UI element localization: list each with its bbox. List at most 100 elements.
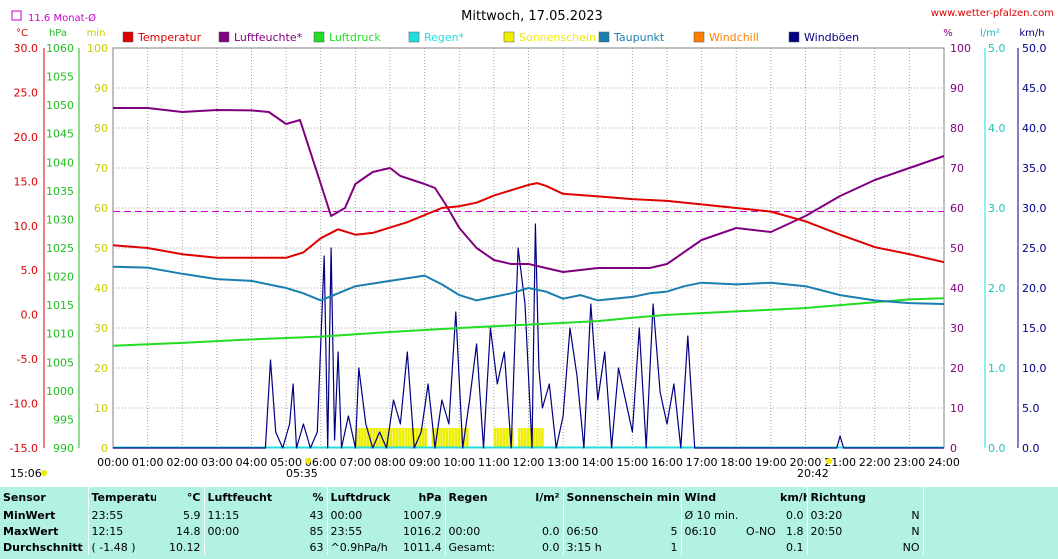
minutes-tick-label: 30	[94, 322, 108, 335]
pressure-tick-label: 1030	[46, 213, 74, 226]
sunshine-bar	[407, 428, 410, 448]
sunshine-bar	[508, 428, 511, 448]
stats-row-label: MinWert	[3, 508, 56, 522]
legend-swatch	[313, 31, 325, 43]
stats-sun-time: 06:50	[562, 523, 631, 539]
temp-tick-label: 30.0	[14, 42, 39, 55]
sunshine-bar	[415, 428, 419, 448]
sunshine-bar	[541, 428, 544, 448]
wind-tick-label: 40.0	[1022, 122, 1047, 135]
x-tick-label: 20:00	[790, 456, 822, 469]
pressure-tick-label: 1005	[46, 356, 74, 369]
humidity-tick-label: 90	[950, 82, 964, 95]
right-unit-humidity: %	[943, 28, 953, 39]
minutes-tick-label: 20	[94, 362, 108, 375]
stats-wind-dir: O-NO	[746, 524, 776, 538]
series-luftdruck-line	[112, 297, 945, 347]
temp-tick-label: 25.0	[14, 86, 39, 99]
sunshine-bar	[526, 428, 530, 448]
stats-dir-val: NO	[902, 540, 920, 554]
sunshine-bar	[358, 428, 361, 448]
stats-sun-val	[631, 507, 681, 523]
stats-rain-time: Gesamt:	[444, 539, 513, 555]
legend-label: Luftfeuchte*	[234, 31, 303, 44]
x-tick-label: 03:00	[201, 456, 233, 469]
stats-rain-val: 0.0	[542, 540, 560, 554]
monthly-avg-legend-box	[11, 10, 22, 21]
stats-header-sensor: Sensor	[3, 490, 46, 504]
legend-label: Windböen	[804, 31, 859, 44]
sunshine-bar	[434, 428, 437, 448]
minutes-tick-label: 10	[94, 402, 108, 415]
minutes-tick-label: 40	[94, 282, 108, 295]
stats-press-time: 00:00	[326, 507, 395, 523]
sunshine-bar	[502, 428, 506, 448]
sunshine-bar	[413, 428, 416, 448]
stats-hum-time: 11:15	[203, 507, 272, 523]
stats-temp-val: 5.9	[183, 508, 201, 522]
stats-dir-val: N	[911, 524, 920, 538]
sunshine-bar	[493, 428, 497, 448]
pressure-tick-label: 995	[53, 413, 74, 426]
wind-tick-label: 45.0	[1022, 82, 1047, 95]
minutes-tick-label: 80	[94, 122, 108, 135]
pressure-tick-label: 1025	[46, 242, 74, 255]
sunrise-time-label: 05:35	[286, 467, 318, 480]
sunshine-bar	[454, 428, 458, 448]
wind-tick-label: 20.0	[1022, 282, 1047, 295]
x-tick-label: 11:00	[478, 456, 510, 469]
x-tick-label: 18:00	[720, 456, 752, 469]
sunshine-bar	[445, 428, 449, 448]
humidity-tick-label: 100	[950, 42, 971, 55]
sunshine-bar	[499, 428, 503, 448]
stats-wind-time: Ø 10 min.	[680, 507, 744, 523]
stats-hum-val: 43	[309, 508, 324, 522]
rain-tick-label: 1.0	[988, 362, 1006, 375]
humidity-tick-label: 60	[950, 202, 964, 215]
humidity-tick-label: 10	[950, 402, 964, 415]
stats-wind-dir	[743, 507, 777, 523]
stats-rain-val	[513, 507, 563, 523]
temp-tick-label: 15.0	[14, 175, 39, 188]
monthly-avg-label: 11.6 Monat-Ø	[28, 12, 96, 24]
x-tick-label: 16:00	[651, 456, 683, 469]
series-taupunkt-line	[112, 265, 945, 305]
minutes-tick-label: 70	[94, 162, 108, 175]
x-tick-label: 17:00	[686, 456, 718, 469]
sunshine-bar	[523, 428, 527, 448]
stats-header-dir: Richtung	[806, 487, 924, 507]
sunshine-bar	[401, 428, 405, 448]
sunshine-bar	[466, 428, 469, 448]
stats-row-max: MaxWert 12:15 14.8 00:00 85 23:55 1016.2…	[0, 523, 1058, 539]
stats-dir-val: N	[911, 508, 920, 522]
stats-header-press-unit: hPa	[418, 490, 442, 504]
sunshine-bar	[511, 428, 514, 448]
x-tick-label: 10:00	[443, 456, 475, 469]
source-link[interactable]: www.wetter-pfalzen.com	[931, 8, 1054, 19]
stats-header-hum-unit: %	[312, 490, 324, 504]
stats-rain-val: 0.0	[542, 524, 560, 538]
sunshine-bar	[535, 428, 538, 448]
stats-press-val: 1011.4	[403, 540, 442, 554]
sunshine-bar	[529, 428, 533, 448]
stats-press-time: ^0.9hPa/h	[326, 539, 395, 555]
wind-tick-label: 0.0	[1022, 442, 1040, 455]
sunshine-bar	[518, 428, 521, 448]
stats-hum-time	[203, 539, 272, 555]
sunshine-bar	[372, 428, 376, 448]
stats-press-val: 1016.2	[403, 524, 442, 538]
humidity-tick-label: 70	[950, 162, 964, 175]
sunshine-bar	[369, 428, 373, 448]
rain-tick-label: 5.0	[988, 42, 1006, 55]
temp-tick-label: 0.0	[21, 309, 39, 322]
minutes-tick-label: 50	[94, 242, 108, 255]
x-tick-label: 07:00	[340, 456, 372, 469]
wind-tick-label: 10.0	[1022, 362, 1047, 375]
stats-hum-val: 85	[309, 524, 324, 538]
series-luftfeuchte-line	[113, 107, 945, 273]
sunshine-bar	[443, 428, 446, 448]
wind-tick-label: 15.0	[1022, 322, 1047, 335]
humidity-tick-label: 80	[950, 122, 964, 135]
stats-temp-time: 12:15	[87, 523, 156, 539]
x-tick-label: 05:00	[270, 456, 302, 469]
